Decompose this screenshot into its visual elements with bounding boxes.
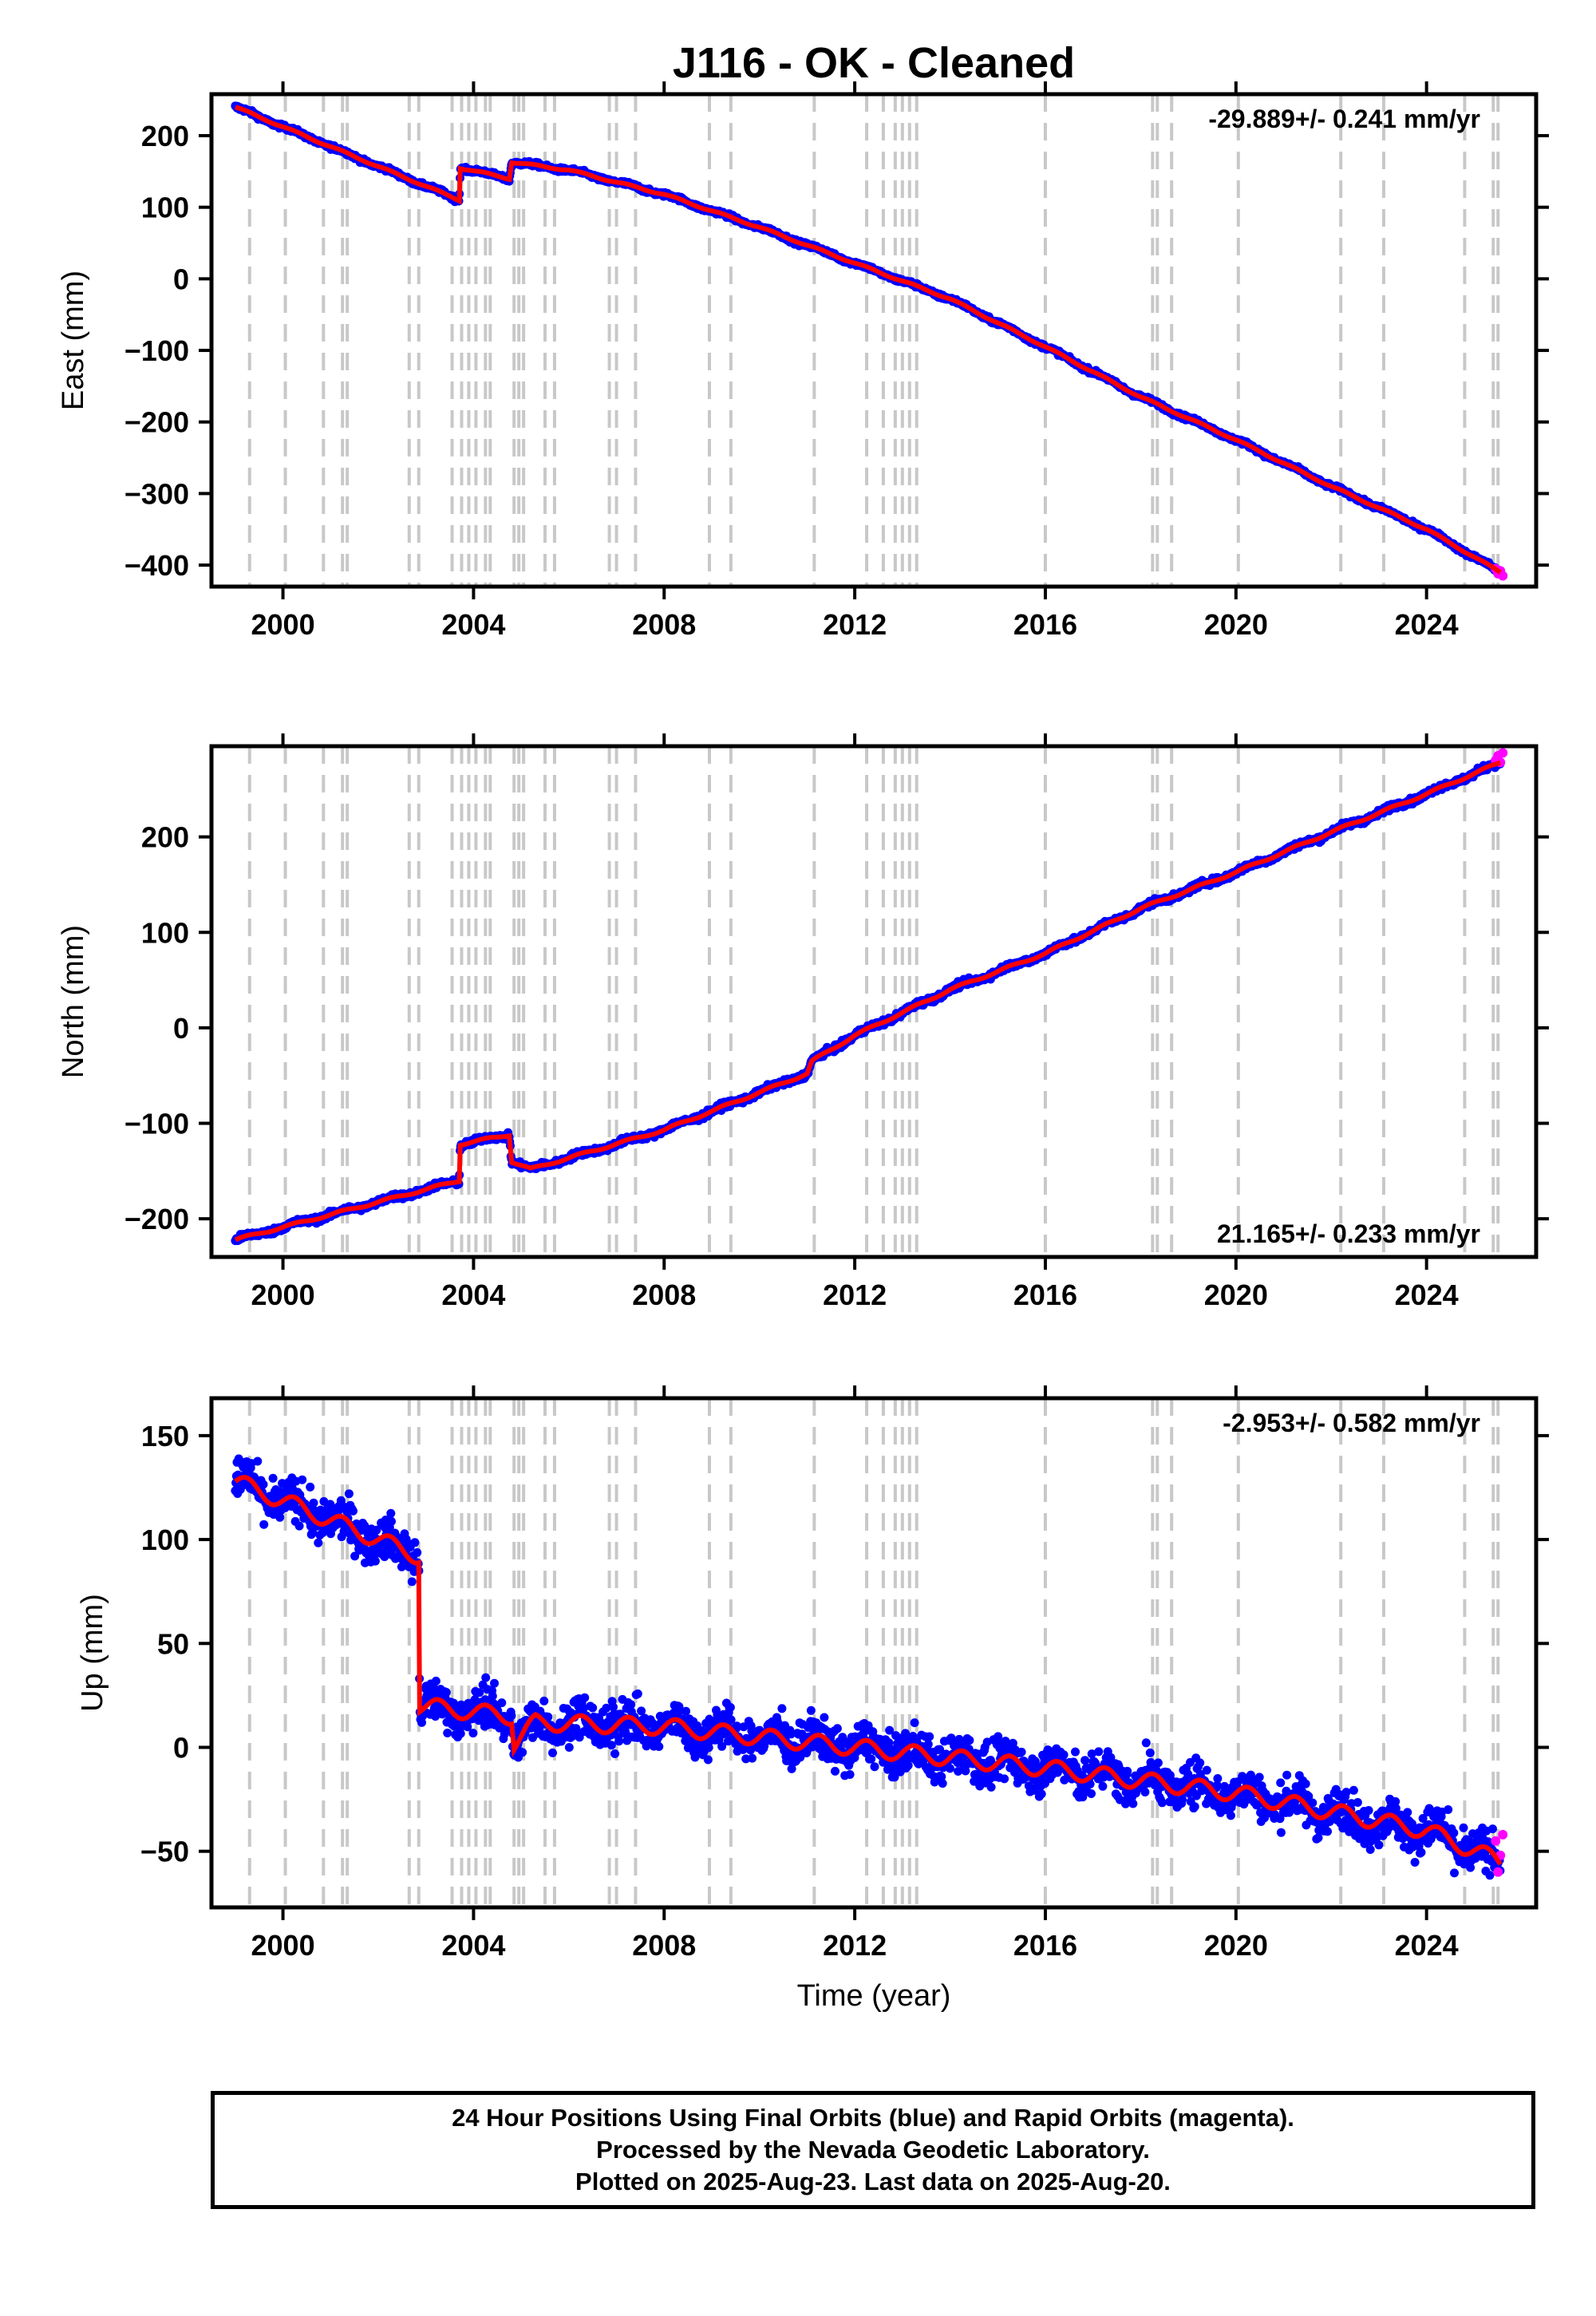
- data-point: [407, 1577, 417, 1587]
- data-point: [410, 1538, 420, 1547]
- x-tick-label: 2016: [1013, 608, 1077, 641]
- y-tick-label: −100: [124, 334, 189, 367]
- y-axis-label: East (mm): [57, 271, 90, 410]
- panels: 2000 2004 2008 2012 2016 2020 2024−400−300−200…: [57, 81, 1549, 2013]
- y-tick-label: 0: [173, 1012, 189, 1045]
- x-tick-label: 2012: [823, 1279, 887, 1311]
- y-tick-label: −100: [124, 1108, 189, 1140]
- data-point: [298, 1475, 307, 1484]
- panel-north: 2000 2004 2008 2012 2016 2020 2024 −200 −100 0 100…: [57, 733, 1549, 1311]
- data-point: [259, 1480, 268, 1489]
- y-tick-label: −200: [124, 406, 189, 439]
- x-tick-label: 2004: [441, 608, 505, 641]
- data-point: [386, 1508, 396, 1518]
- event-lines: [247, 94, 1500, 587]
- data-point: [259, 1520, 269, 1529]
- data-point: [349, 1506, 358, 1516]
- data-point: [294, 1521, 304, 1531]
- panel-up: 2000 2004 2008 2012 2016 2020 2024−50050100150…: [76, 1385, 1549, 2013]
- x-tick-label: 2016: [1013, 1279, 1077, 1311]
- data-point: [268, 1473, 278, 1483]
- x-tick-label: 2004: [441, 1279, 505, 1311]
- x-tick-label: 2000: [251, 1279, 315, 1311]
- y-tick-label: 200: [141, 120, 189, 152]
- y-axis-label: North (mm): [57, 925, 90, 1078]
- data-point: [314, 1538, 323, 1547]
- y-tick-label: −300: [124, 477, 189, 510]
- data-point: [387, 1516, 396, 1526]
- data-point: [413, 1547, 422, 1557]
- rate-annotation: 21.165+/- 0.233 mm/yr: [1217, 1219, 1480, 1248]
- event-lines: [247, 1398, 1500, 1907]
- y-tick-label: −400: [124, 549, 189, 582]
- y-tick-label: 100: [141, 916, 189, 949]
- data-point: [306, 1482, 315, 1492]
- rapid-point: [1498, 748, 1508, 758]
- x-tick-label: 2008: [632, 1279, 696, 1311]
- data-point: [253, 1456, 263, 1466]
- x-tick-label: 2024: [1395, 1279, 1459, 1311]
- x-tick-label: 2008: [632, 608, 696, 641]
- x-tick-label: 2020: [1204, 608, 1268, 641]
- x-tick-label: 2024: [1395, 608, 1459, 641]
- x-tick-label: 2000: [251, 608, 315, 641]
- series-final-orbits: [231, 756, 1505, 1246]
- x-tick-label: 2020: [1204, 1279, 1268, 1311]
- data-point: [344, 1489, 354, 1499]
- rate-annotation: -29.889+/- 0.241 mm/yr: [1208, 105, 1480, 133]
- data-point: [370, 1556, 380, 1566]
- panel-east: 2000 2004 2008 2012 2016 2020 2024−400−300−200…: [57, 81, 1549, 641]
- y-tick-label: −200: [124, 1203, 189, 1235]
- x-tick-label: 2012: [823, 608, 887, 641]
- y-tick-label: 100: [141, 192, 189, 224]
- figure-title: J116 - OK - Cleaned: [673, 39, 1075, 87]
- y-tick-label: 200: [141, 821, 189, 854]
- y-tick-label: 0: [173, 263, 189, 295]
